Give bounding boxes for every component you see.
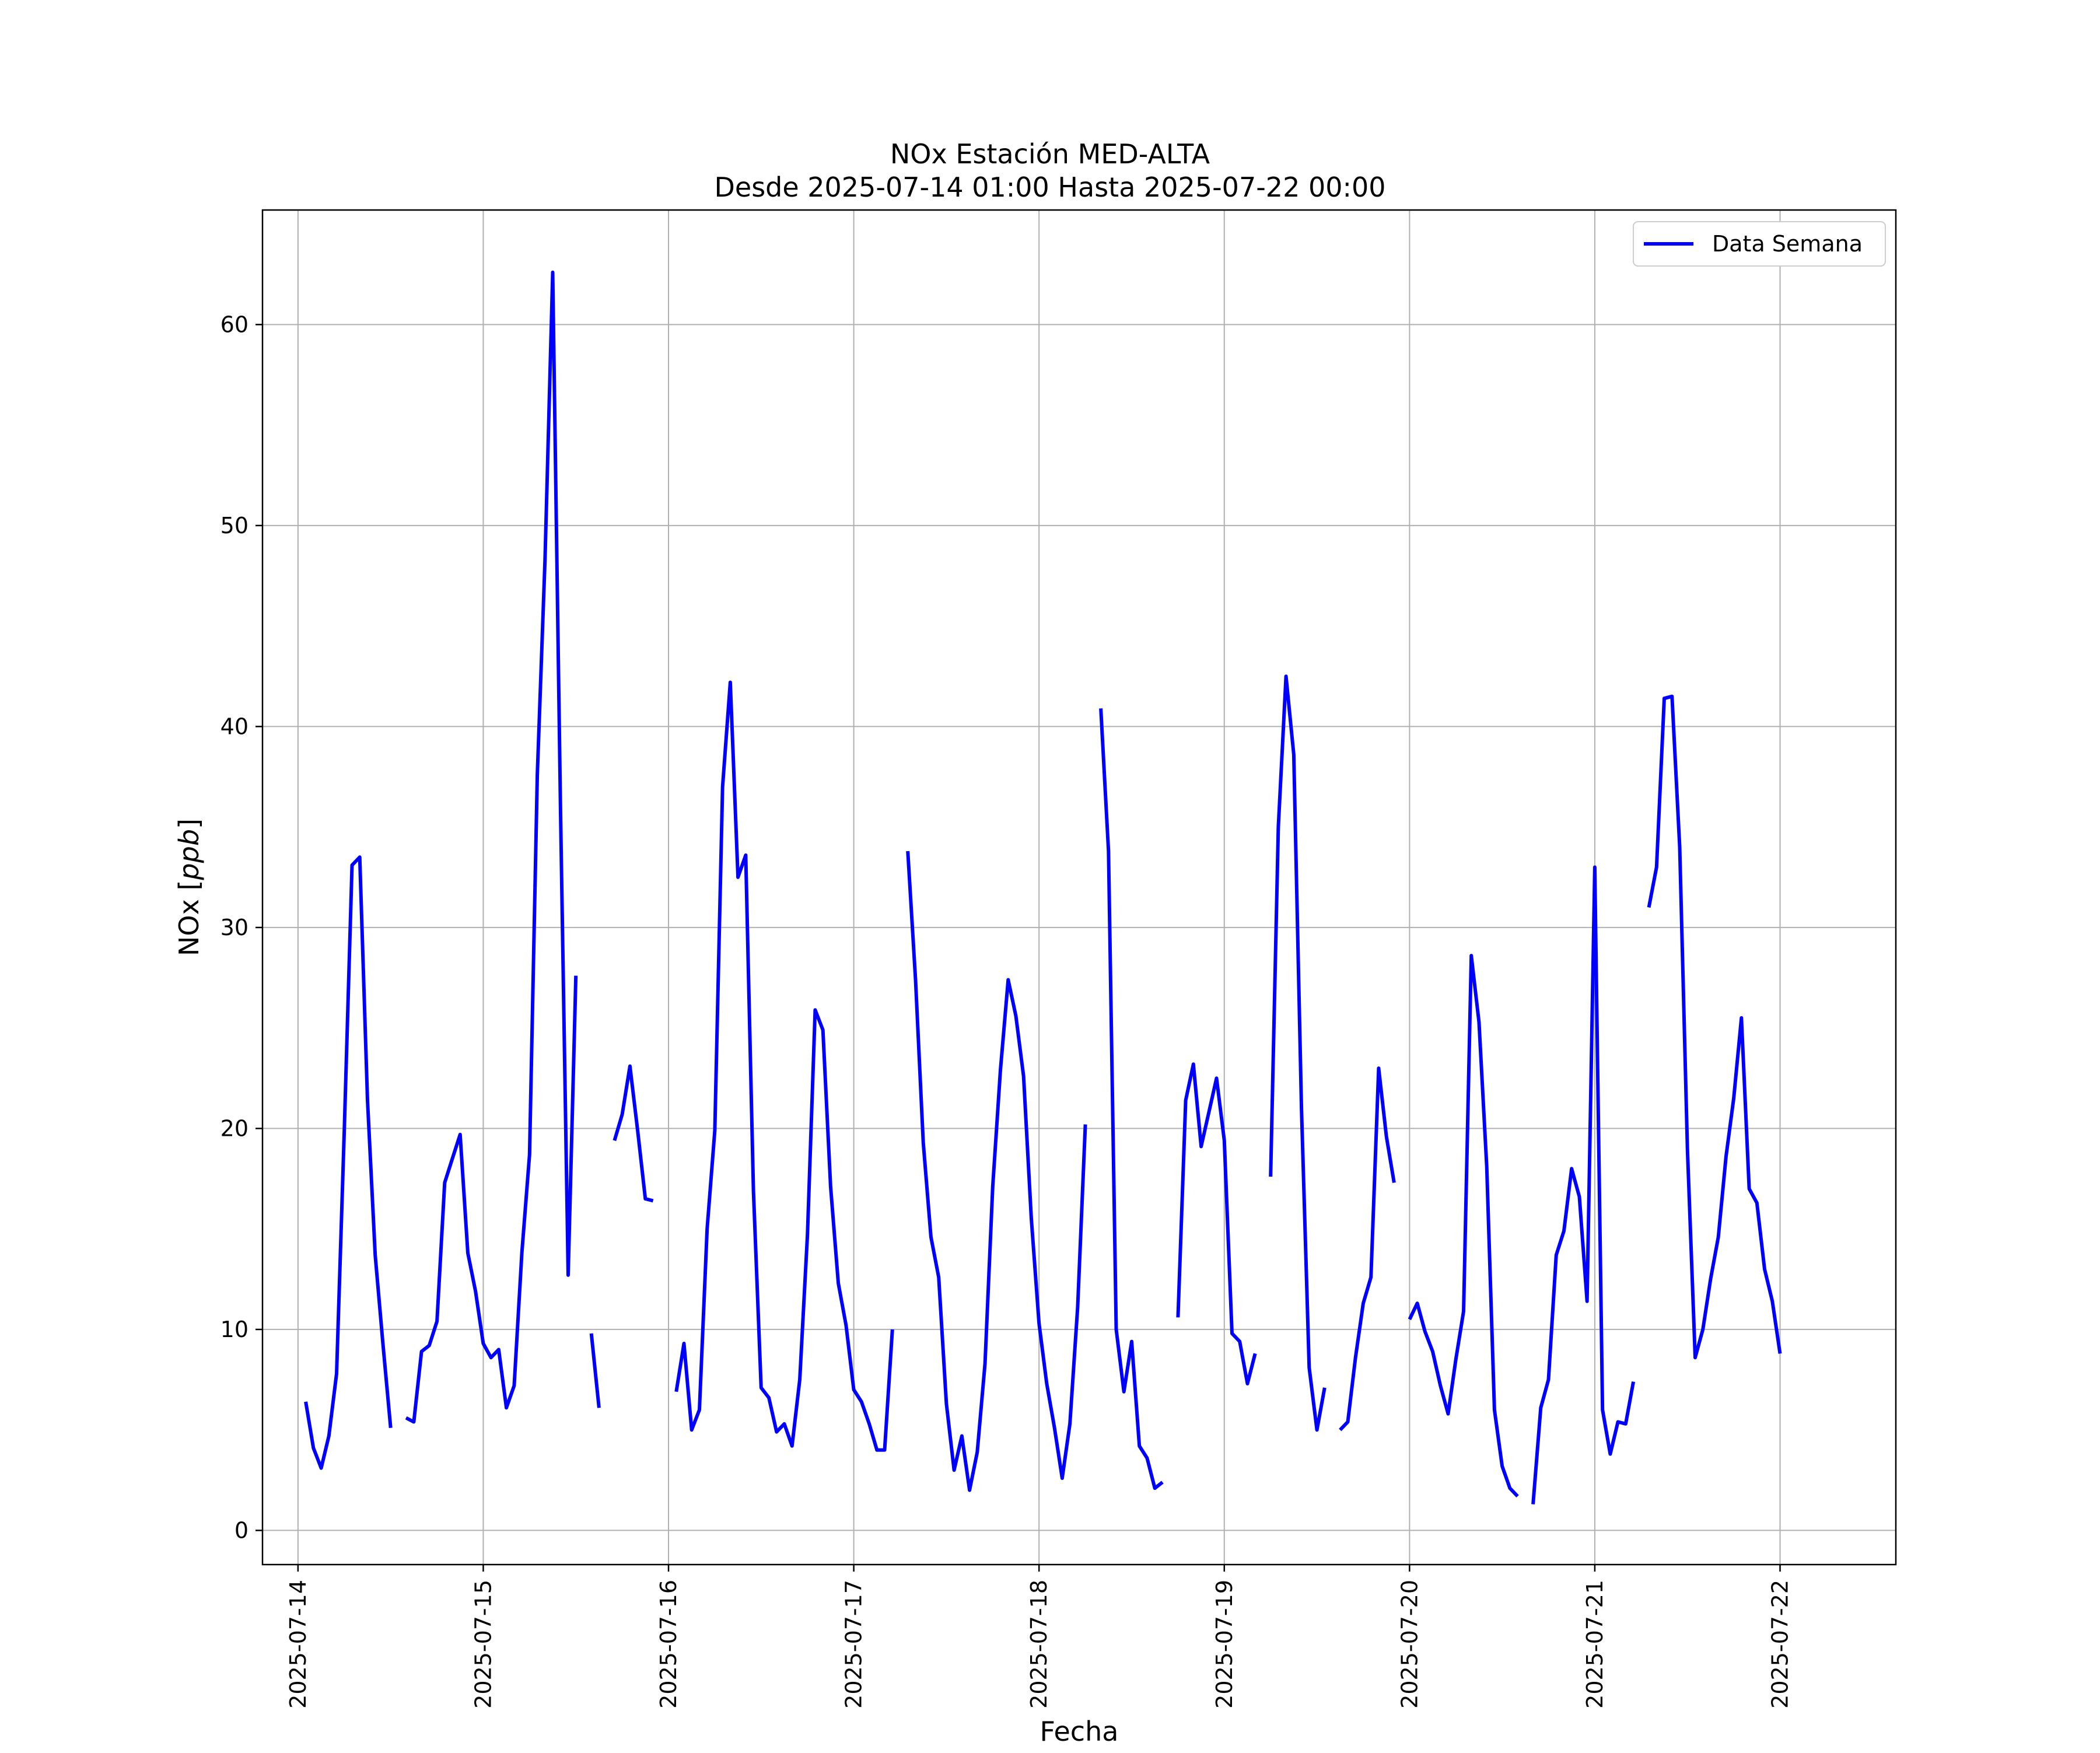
series-line-segment [612,1064,654,1203]
series-line-segment [1408,954,1519,1497]
x-tick-label: 2025-07-22 [1768,1580,1793,1709]
series-line-segment [1099,708,1164,1490]
series-line-segment [1531,865,1636,1504]
y-axis-label-unit: ppb [173,829,205,881]
y-tick-label: 20 [220,1115,249,1141]
series-layer [304,270,1782,1504]
x-axis-ticks: 2025-07-14 2025-07-15 2025-07-16 2025-07-17… [285,1565,1793,1709]
chart-subtitle: Desde 2025-07-14 01:00 Hasta 2025-07-22 … [714,172,1385,203]
series-line-segment [1647,694,1782,1360]
series-line-segment [1269,674,1326,1432]
series-line-segment [304,855,393,1470]
series-line-segment [1339,1066,1396,1432]
series-line-segment [589,1333,601,1408]
y-axis-ticks: 0 10 20 30 40 50 60 [220,312,262,1543]
y-tick-label: 60 [220,312,249,337]
x-axis-label: Fecha [1040,1716,1119,1747]
legend-box [1633,221,1886,267]
y-axis-label-prefix: NOx [ [173,880,205,956]
plot-frame [261,209,1897,1566]
series-line-segment [1176,1062,1257,1385]
chart-title: NOx Estación MED-ALTA [890,138,1210,170]
x-tick-label: 2025-07-19 [1212,1580,1237,1709]
x-tick-label: 2025-07-17 [841,1580,867,1709]
y-tick-label: 50 [220,513,249,538]
y-axis-label: NOx [ppb] [173,818,205,956]
series-line-segment [674,680,894,1452]
y-axis-label-suffix: ] [173,818,205,829]
series-line-segment [906,851,1087,1492]
x-tick-label: 2025-07-16 [656,1580,681,1709]
x-tick-label: 2025-07-15 [470,1580,496,1709]
y-tick-label: 40 [220,713,249,739]
legend: Data Semana [1633,221,1886,267]
x-tick-label: 2025-07-20 [1396,1580,1422,1709]
y-tick-label: 30 [220,915,249,940]
x-tick-label: 2025-07-18 [1026,1580,1052,1709]
series-line-segment [405,270,578,1424]
legend-label-data-semana: Data Semana [1712,231,1863,257]
y-tick-label: 0 [235,1517,249,1543]
x-tick-label: 2025-07-21 [1582,1580,1608,1709]
y-tick-label: 10 [220,1317,249,1342]
x-tick-label: 2025-07-14 [285,1580,311,1709]
